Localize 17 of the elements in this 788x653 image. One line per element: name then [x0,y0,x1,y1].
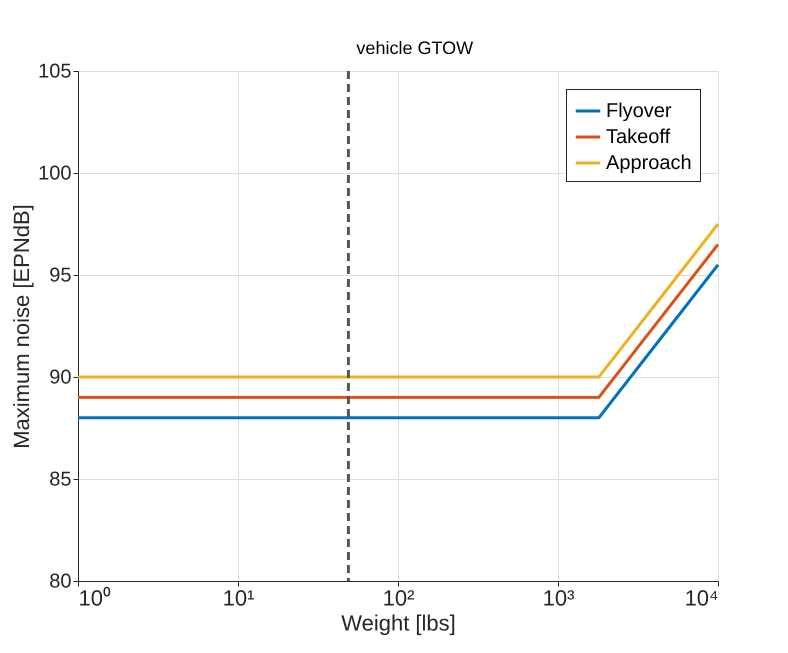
x-tick-label: 10¹ [222,586,254,610]
x-tick-label: 10³ [542,586,574,610]
legend-label: Takeoff [606,126,671,148]
y-tick-label: 100 [38,162,72,184]
x-tick-label: 10² [382,586,414,610]
y-tick-label: 80 [49,570,72,592]
y-tick-label: 105 [38,60,72,82]
y-axis-title: Maximum noise [EPNdB] [9,204,34,449]
ref-line-label: vehicle GTOW [356,38,474,58]
legend-label: Approach [606,152,692,174]
x-tick-label: 10⁴ [684,586,718,610]
y-tick-label: 90 [49,366,72,388]
x-axis-title: Weight [lbs] [341,610,456,636]
y-tick-label: 85 [49,468,72,490]
y-tick-label: 95 [49,264,72,286]
x-tick-label: 10⁰ [78,586,111,610]
legend-label: Flyover [606,100,672,122]
